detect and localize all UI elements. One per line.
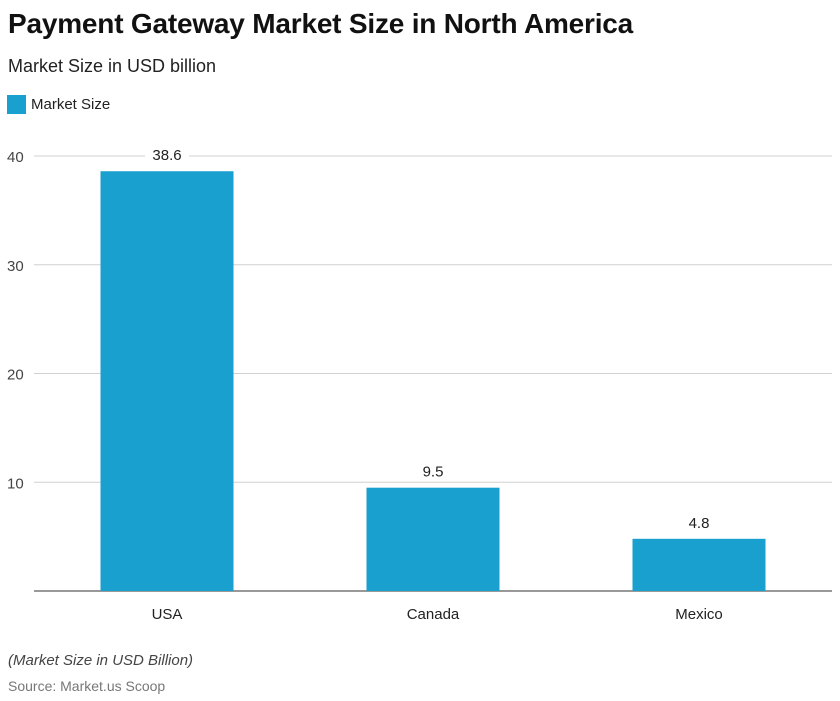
data-label: 4.8 xyxy=(689,515,710,532)
x-tick-label: Mexico xyxy=(675,606,723,623)
legend: Market Size xyxy=(7,95,110,114)
source-text: Source: Market.us Scoop xyxy=(8,678,166,694)
x-tick-label: Canada xyxy=(407,606,460,623)
bar-canada xyxy=(366,487,500,591)
legend-label: Market Size xyxy=(31,96,111,113)
chart-subtitle: Market Size in USD billion xyxy=(8,56,217,76)
legend-swatch xyxy=(7,95,26,114)
data-label-background xyxy=(145,143,189,164)
data-label-background xyxy=(677,510,721,531)
chart-title: Payment Gateway Market Size in North Ame… xyxy=(8,8,634,39)
y-tick-label: 20 xyxy=(7,367,24,384)
x-tick-label: USA xyxy=(152,606,183,623)
y-tick-label: 30 xyxy=(7,258,24,275)
footnote: (Market Size in USD Billion) xyxy=(8,652,194,669)
y-tick-label: 10 xyxy=(7,475,24,492)
data-label-background xyxy=(411,459,455,480)
data-label: 9.5 xyxy=(423,464,444,481)
bar-mexico xyxy=(632,538,766,591)
bar-usa xyxy=(100,171,234,591)
data-label: 38.6 xyxy=(152,147,181,164)
y-tick-label: 40 xyxy=(7,149,24,166)
